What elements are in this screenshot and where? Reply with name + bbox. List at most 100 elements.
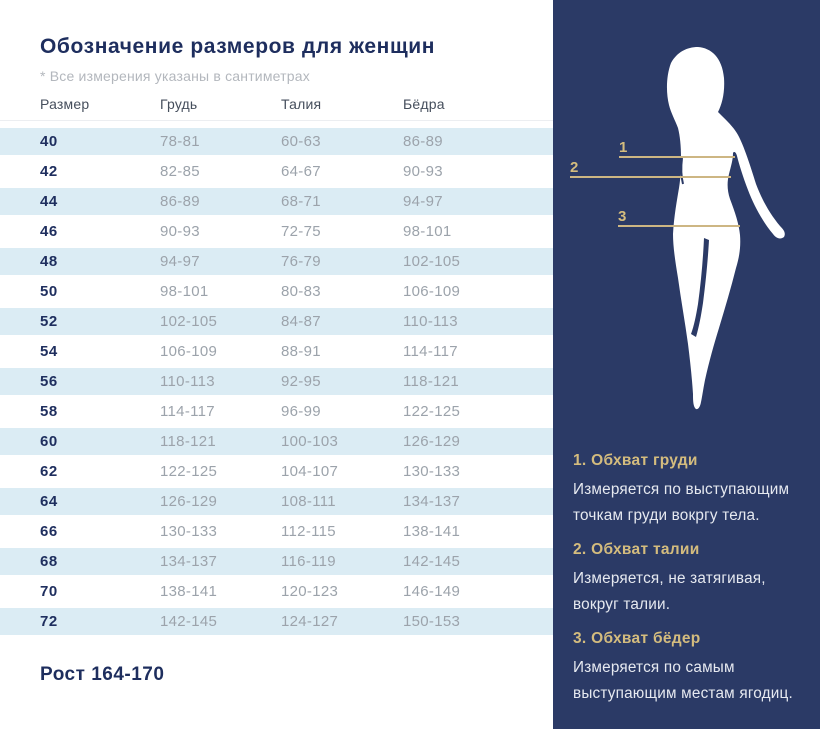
waist-cell: 76-79 [281,253,321,270]
size-cell: 52 [40,313,58,330]
page-title: Обозначение размеров для женщин [40,35,436,58]
section-waist-heading: 2. Обхват талии [573,541,700,558]
chest-cell: 130-133 [160,523,218,540]
height-range-label: Рост 164-170 [40,664,165,685]
chest-cell: 110-113 [160,373,215,390]
measurement-marker-1: 1 [619,139,627,156]
waist-cell: 108-111 [281,493,336,510]
chest-cell: 138-141 [160,583,218,600]
size-table-body: 40 78-81 60-63 86-89 42 82-85 64-67 90-9… [0,128,553,638]
size-cell: 70 [40,583,58,600]
size-cell: 50 [40,283,58,300]
table-row: 60 118-121 100-103 126-129 [0,428,553,458]
size-cell: 46 [40,223,58,240]
table-row: 44 86-89 68-71 94-97 [0,188,553,218]
hips-cell: 114-117 [403,343,458,360]
section-hips-text-line2: выступающим местам ягодиц. [573,684,793,702]
waist-cell: 124-127 [281,613,339,630]
size-cell: 66 [40,523,58,540]
table-row: 42 82-85 64-67 90-93 [0,158,553,188]
section-waist-text-line2: вокруг талии. [573,595,671,613]
chest-cell: 86-89 [160,193,200,210]
hips-cell: 122-125 [403,403,461,420]
hips-cell: 126-129 [403,433,461,450]
size-cell: 44 [40,193,58,210]
table-row: 52 102-105 84-87 110-113 [0,308,553,338]
table-row: 66 130-133 112-115 138-141 [0,518,553,548]
table-row: 46 90-93 72-75 98-101 [0,218,553,248]
table-row: 56 110-113 92-95 118-121 [0,368,553,398]
size-cell: 48 [40,253,58,270]
size-cell: 54 [40,343,58,360]
header-cell-hips: Бёдра [403,96,445,112]
header-cell-size: Размер [40,96,90,112]
waist-cell: 120-123 [281,583,339,600]
chest-cell: 82-85 [160,163,200,180]
section-chest: 1. Обхват груди Измеряется по выступающи… [573,452,813,528]
waist-cell: 96-99 [281,403,321,420]
leg-gap [691,238,709,337]
table-row: 72 142-145 124-127 150-153 [0,608,553,638]
section-hips-heading: 3. Обхват бёдер [573,630,701,647]
table-row: 40 78-81 60-63 86-89 [0,128,553,158]
size-cell: 58 [40,403,58,420]
woman-silhouette [666,47,785,410]
measurement-marker-3: 3 [618,208,626,225]
size-table-area: Обозначение размеров для женщин * Все из… [0,35,553,685]
torso-crease [680,157,684,185]
waist-cell: 84-87 [281,313,321,330]
waist-cell: 112-115 [281,523,336,540]
section-chest-text-line2: точкам груди вокргу тела. [573,506,760,524]
size-cell: 56 [40,373,58,390]
waist-cell: 72-75 [281,223,321,240]
hips-cell: 146-149 [403,583,461,600]
size-cell: 72 [40,613,58,630]
section-hips-text-line1: Измеряется по самым [573,659,735,676]
table-header: Размер Грудь Талия Бёдра [0,96,553,121]
hips-cell: 106-109 [403,283,461,300]
waist-cell: 100-103 [281,433,339,450]
hips-cell: 98-101 [403,223,452,240]
table-row: 58 114-117 96-99 122-125 [0,398,553,428]
info-panel: 1 2 3 1. Обхват груди Измеряется по выст… [553,0,820,729]
hips-cell: 94-97 [403,193,443,210]
waist-cell: 60-63 [281,133,321,150]
chest-cell: 114-117 [160,403,215,420]
hips-cell: 150-153 [403,613,461,630]
chest-cell: 134-137 [160,553,218,570]
chest-cell: 102-105 [160,313,218,330]
hips-cell: 142-145 [403,553,461,570]
section-chest-text-line1: Измеряется по выступающим [573,481,790,498]
waist-cell: 92-95 [281,373,321,390]
waist-cell: 64-67 [281,163,321,180]
hips-cell: 138-141 [403,523,461,540]
measurement-figure: 1 2 3 [570,47,785,410]
size-cell: 42 [40,163,58,180]
chest-cell: 98-101 [160,283,209,300]
section-chest-heading: 1. Обхват груди [573,452,698,469]
measurement-descriptions: 1. Обхват груди Измеряется по выступающи… [573,452,813,719]
chest-cell: 106-109 [160,343,218,360]
measurement-marker-2: 2 [570,159,578,176]
chest-cell: 90-93 [160,223,200,240]
section-hips: 3. Обхват бёдер Измеряется по самым выст… [573,630,813,706]
size-cell: 40 [40,133,58,150]
header-cell-chest: Грудь [160,96,198,112]
waist-cell: 80-83 [281,283,321,300]
waist-cell: 116-119 [281,553,336,570]
hips-cell: 118-121 [403,373,460,390]
size-cell: 68 [40,553,58,570]
chest-cell: 78-81 [160,133,200,150]
chest-cell: 94-97 [160,253,200,270]
chest-cell: 118-121 [160,433,217,450]
table-row: 54 106-109 88-91 114-117 [0,338,553,368]
section-waist: 2. Обхват талии Измеряется, не затягивая… [573,541,813,617]
measurements-note: * Все измерения указаны в сантиметрах [40,68,310,84]
waist-cell: 88-91 [281,343,321,360]
waist-cell: 104-107 [281,463,339,480]
hips-cell: 90-93 [403,163,443,180]
table-row: 50 98-101 80-83 106-109 [0,278,553,308]
section-waist-text-line1: Измеряется, не затягивая, [573,570,766,587]
size-cell: 64 [40,493,58,510]
